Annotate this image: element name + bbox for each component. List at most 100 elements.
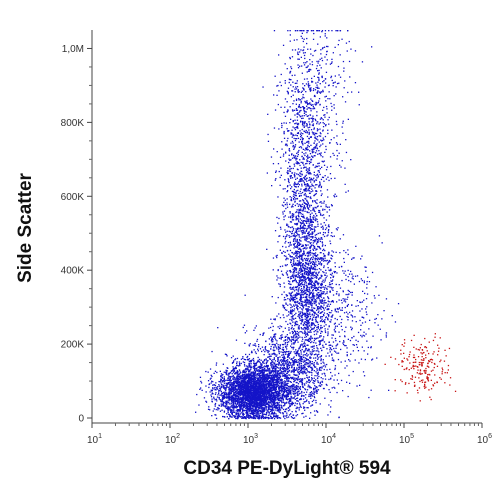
data-point — [205, 391, 207, 393]
data-point — [271, 413, 273, 415]
data-point — [223, 380, 226, 382]
data-point — [244, 365, 246, 367]
data-point — [282, 390, 284, 392]
data-point — [248, 375, 250, 378]
data-point — [238, 410, 240, 412]
data-point — [282, 399, 284, 401]
data-point — [259, 375, 261, 377]
data-point — [262, 377, 265, 380]
data-point — [284, 390, 286, 392]
data-point — [265, 394, 267, 396]
data-point — [273, 362, 275, 364]
data-point — [309, 269, 311, 271]
data-point — [258, 385, 260, 387]
data-point — [253, 383, 255, 386]
data-point — [234, 406, 236, 408]
data-point — [251, 407, 253, 409]
data-point — [286, 408, 288, 410]
data-point — [310, 363, 312, 365]
data-point — [224, 396, 226, 398]
data-point — [262, 380, 264, 382]
data-point — [305, 308, 307, 310]
data-point — [305, 282, 307, 284]
data-point — [300, 357, 302, 359]
data-point — [299, 392, 301, 394]
data-point — [249, 380, 251, 382]
data-point — [254, 384, 256, 386]
data-point — [288, 352, 290, 354]
data-point — [246, 366, 249, 368]
data-point — [346, 365, 348, 367]
data-point — [285, 369, 287, 371]
data-point — [271, 417, 273, 420]
data-point — [266, 395, 268, 397]
data-point — [215, 364, 217, 366]
data-point — [272, 394, 275, 396]
data-point — [241, 374, 243, 376]
data-point — [233, 373, 236, 375]
data-point — [306, 391, 308, 393]
data-point — [301, 289, 303, 292]
data-point — [320, 302, 323, 304]
data-point — [261, 370, 264, 372]
data-point — [277, 392, 279, 394]
data-point — [226, 367, 228, 369]
data-point — [236, 377, 238, 379]
data-point — [227, 411, 229, 413]
data-point — [279, 345, 281, 347]
data-point — [286, 378, 288, 380]
data-point — [318, 211, 320, 213]
data-point — [263, 410, 265, 413]
data-point — [270, 372, 272, 374]
data-point — [313, 333, 316, 336]
data-point — [230, 416, 232, 418]
data-point — [275, 416, 277, 418]
data-point — [298, 402, 301, 404]
data-point — [289, 387, 291, 389]
data-point — [235, 371, 237, 374]
data-point — [242, 370, 244, 372]
data-point — [200, 387, 202, 389]
data-point — [256, 393, 258, 395]
data-point — [248, 360, 250, 362]
data-point — [231, 399, 233, 402]
data-point — [332, 314, 334, 316]
data-point — [293, 366, 295, 369]
data-point — [291, 358, 293, 360]
data-point — [286, 374, 288, 377]
data-point — [246, 405, 248, 407]
data-point — [249, 376, 251, 378]
data-point — [268, 385, 270, 387]
data-point — [225, 391, 227, 394]
data-point — [236, 413, 238, 415]
data-point — [257, 356, 259, 359]
data-point — [250, 401, 252, 403]
data-point — [240, 397, 242, 399]
data-point — [241, 397, 244, 400]
data-point — [261, 393, 264, 395]
data-point — [223, 386, 225, 388]
data-point — [281, 395, 284, 397]
data-point — [281, 407, 283, 409]
data-point — [227, 374, 229, 376]
data-point — [243, 394, 245, 397]
data-point — [247, 377, 249, 379]
data-point — [266, 388, 268, 390]
data-point — [263, 387, 265, 389]
data-point — [246, 356, 248, 358]
data-point — [270, 376, 272, 378]
data-point — [273, 412, 275, 414]
data-point — [241, 408, 243, 410]
data-point — [238, 392, 241, 395]
data-point — [242, 412, 244, 414]
data-point — [293, 397, 295, 399]
data-point — [254, 409, 257, 411]
data-point — [221, 380, 224, 382]
data-point — [306, 369, 308, 371]
data-point — [310, 394, 312, 396]
data-point — [263, 389, 265, 391]
data-point — [245, 397, 247, 399]
data-point — [254, 395, 256, 398]
data-point — [289, 363, 292, 365]
data-point — [282, 363, 285, 365]
